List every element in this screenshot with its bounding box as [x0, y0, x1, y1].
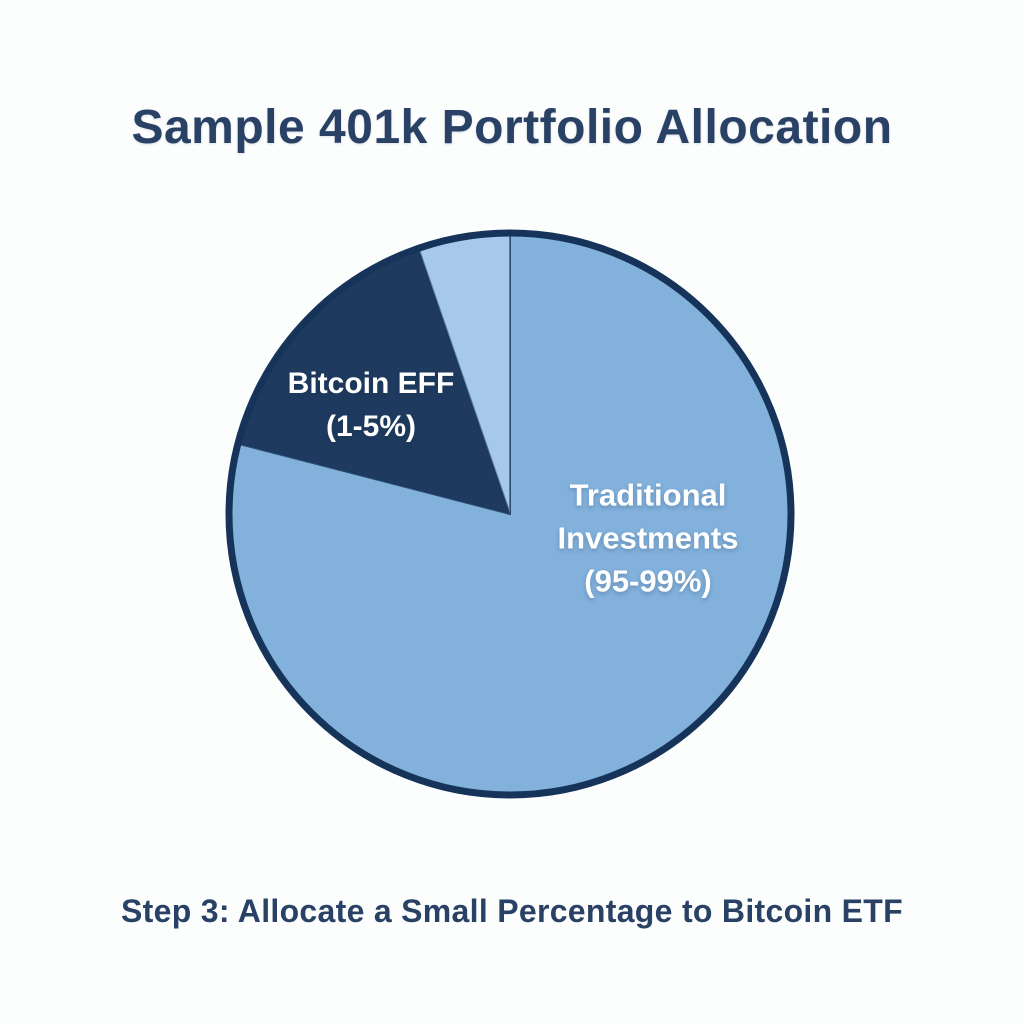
pie-rim — [225, 229, 795, 799]
chart-caption: Step 3: Allocate a Small Percentage to B… — [121, 893, 903, 929]
chart-title: Sample 401k Portfolio Allocation — [131, 101, 893, 154]
